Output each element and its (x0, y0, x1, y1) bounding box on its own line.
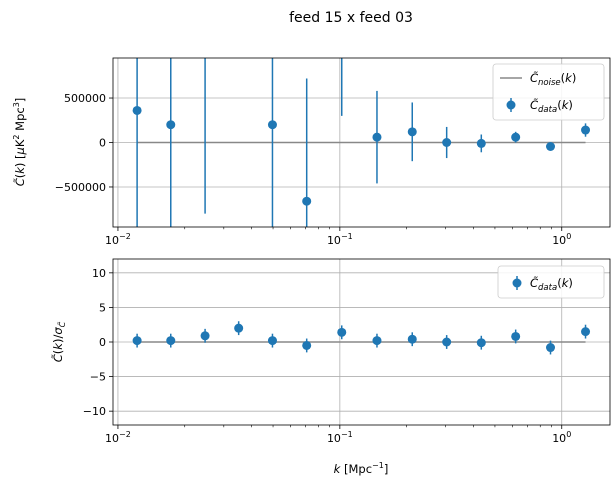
bottom-ticks: 10−2 10−1 100 10 5 0 −5 −10 (83, 267, 572, 445)
top-data-point (407, 127, 417, 137)
top-data-point (476, 138, 486, 148)
top-data-point (511, 132, 521, 142)
bottom-ytick-label: −10 (83, 405, 106, 418)
legend-data-label: C̃data(k) (530, 98, 573, 115)
top-ytick-label: −500000 (55, 181, 106, 194)
bottom-data-point (200, 331, 210, 341)
top-data-point (201, 40, 210, 49)
bottom-data-point (372, 336, 382, 346)
legend-noise-label: C̃noise(k) (530, 71, 576, 88)
bottom-data-point (476, 338, 486, 348)
bottom-panel: 10−2 10−1 100 10 5 0 −5 −10 C̃(k)/σC̃ k [Mpc−1]… (51, 258, 611, 476)
bottom-legend: C̃data(k) (497, 265, 605, 299)
top-data-point (337, 45, 346, 54)
legend-data-label: C̃data(k) (530, 276, 573, 293)
bottom-data-point (442, 337, 452, 347)
bottom-data-point (267, 336, 277, 346)
bottom-ytick-label: 10 (92, 267, 106, 280)
bottom-plot-area (132, 321, 591, 355)
top-plot-area (132, 40, 591, 227)
top-ticks: 10−2 10−1 100 500000 0 −500000 (55, 92, 572, 247)
top-data-point (442, 138, 452, 147)
bottom-ytick-label: −5 (90, 371, 106, 384)
top-panel: 10−2 10−1 100 500000 0 −500000 C̃(k) [μK2 Mpc… (12, 40, 611, 247)
top-ylabel: C̃(k) [μK2 Mpc3] (12, 98, 27, 187)
top-legend: C̃noise(k) C̃data(k) (492, 63, 605, 121)
top-data-point (581, 125, 591, 135)
bottom-data-point (234, 323, 244, 333)
bottom-ytick-label: 5 (99, 301, 106, 314)
bottom-data-point (511, 331, 521, 341)
legend-data-marker (512, 278, 522, 288)
legend-data-marker (506, 100, 516, 110)
top-xtick-label: 10−2 (105, 232, 131, 247)
bottom-data-point (166, 336, 176, 346)
top-data-point (267, 120, 277, 130)
bottom-data-point (581, 327, 591, 337)
top-data-point (302, 196, 312, 206)
bottom-data-point (546, 343, 556, 353)
top-data-point (166, 120, 176, 130)
top-data-point (372, 132, 382, 142)
bottom-data-point (337, 327, 347, 337)
top-xtick-label: 100 (552, 232, 571, 247)
bottom-xtick-label: 100 (552, 430, 571, 445)
bottom-ytick-label: 0 (99, 336, 106, 349)
figure-title: feed 15 x feed 03 (289, 10, 413, 26)
top-ytick-label: 0 (99, 137, 106, 150)
bottom-xlabel: k [Mpc−1] (334, 461, 389, 476)
top-ytick-label: 500000 (64, 92, 106, 105)
top-data-point (546, 142, 556, 152)
bottom-xtick-label: 10−1 (327, 430, 353, 445)
top-data-point (132, 105, 142, 115)
bottom-xtick-label: 10−2 (105, 430, 131, 445)
bottom-data-point (302, 340, 312, 350)
bottom-ylabel: C̃(k)/σC̃ (51, 321, 67, 362)
bottom-data-point (132, 336, 142, 346)
top-xtick-label: 10−1 (327, 232, 353, 247)
bottom-data-point (407, 334, 417, 344)
